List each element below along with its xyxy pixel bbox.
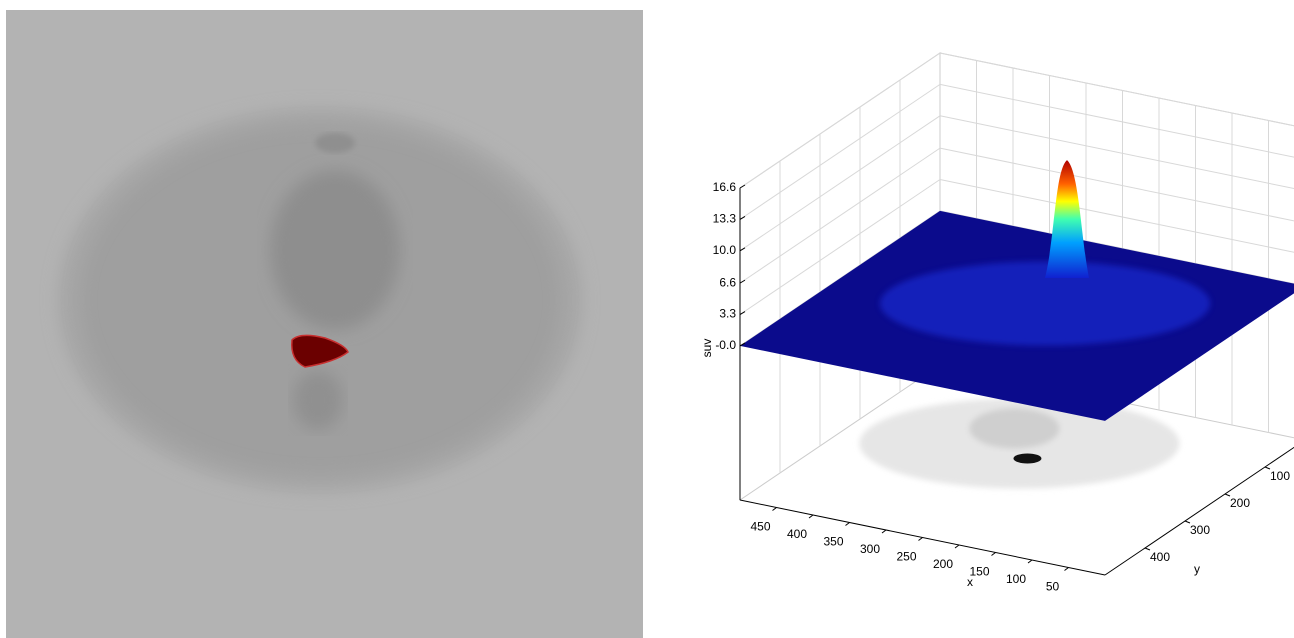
x-tick-label: 450: [750, 520, 770, 534]
surface-body: [880, 262, 1210, 346]
z-tick-label: 13.3: [713, 212, 737, 226]
tick-mark: [955, 545, 959, 548]
tick-mark: [882, 530, 886, 533]
tick-mark: [1065, 568, 1069, 571]
tick-mark: [992, 553, 996, 556]
y-axis-label: y: [1194, 562, 1200, 576]
x-tick-label: 200: [933, 557, 953, 571]
x-tick-label: 300: [860, 542, 880, 556]
tick-mark: [919, 538, 923, 541]
figure: -0.03.36.610.013.316.6501001502002503003…: [0, 0, 1294, 638]
y-tick-label: 200: [1230, 496, 1250, 510]
pet-image: [6, 10, 643, 638]
x-tick-label: 100: [1006, 572, 1026, 586]
z-tick-label: -0.0: [715, 338, 736, 352]
y-tick-label: 300: [1190, 523, 1210, 537]
x-axis-label: x: [967, 575, 973, 589]
z-tick-label: 16.6: [713, 180, 737, 194]
y-tick-label: 100: [1270, 469, 1290, 483]
x-tick-label: 50: [1046, 580, 1060, 594]
tick-mark: [846, 523, 850, 526]
tick-mark: [773, 508, 777, 511]
floor-image: [969, 408, 1059, 448]
floor-hotspot: [1013, 453, 1041, 463]
tick-mark: [809, 515, 813, 518]
surface-plot: -0.03.36.610.013.316.6501001502002503003…: [713, 53, 1294, 594]
y-tick-label: 400: [1150, 550, 1170, 564]
tick-mark: [1028, 560, 1032, 563]
z-tick-label: 3.3: [719, 307, 736, 321]
z-tick-label: 10.0: [713, 243, 737, 257]
x-tick-label: 400: [787, 527, 807, 541]
z-tick-label: 6.6: [719, 275, 736, 289]
z-axis-label: suv: [700, 339, 714, 358]
x-tick-label: 350: [823, 535, 843, 549]
x-tick-label: 250: [896, 550, 916, 564]
